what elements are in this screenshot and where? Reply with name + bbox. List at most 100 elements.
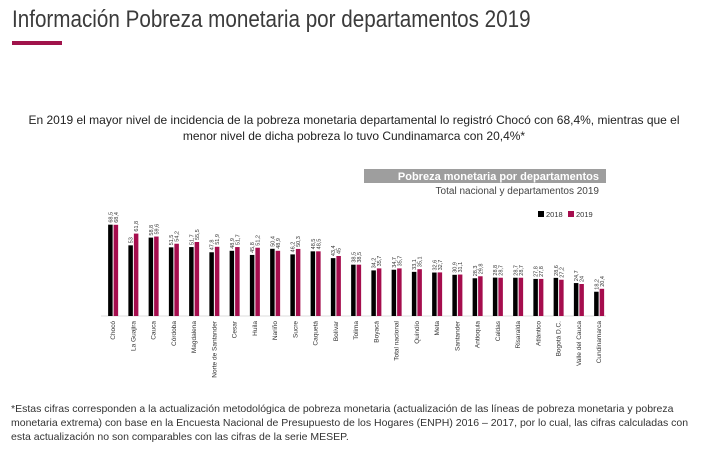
bar-2019 bbox=[235, 247, 240, 316]
bar-2018 bbox=[492, 277, 498, 316]
bar-2019 bbox=[478, 276, 483, 316]
data-label-2019: 24 bbox=[580, 276, 586, 282]
page-title: Información Pobreza monetaria por depart… bbox=[12, 6, 531, 33]
data-label-2018: 30,9 bbox=[453, 262, 459, 273]
category-label: Magdalena bbox=[191, 321, 198, 354]
category-label: Cauca bbox=[151, 321, 158, 340]
bar-2018 bbox=[209, 252, 214, 316]
data-label-2018: 33,1 bbox=[412, 259, 418, 270]
legend-label-2019: 2019 bbox=[576, 210, 593, 219]
data-label-2019: 27,2 bbox=[559, 267, 565, 278]
category-label: Chocó bbox=[110, 321, 117, 340]
bar-2019 bbox=[356, 264, 362, 316]
bar-2019 bbox=[417, 269, 422, 316]
category-label: Risaralda bbox=[515, 321, 522, 349]
legend-swatch-2019 bbox=[568, 211, 574, 217]
data-label-2018: 34,2 bbox=[372, 258, 378, 269]
data-label-2019: 54,2 bbox=[175, 231, 181, 242]
data-label-2019: 68,4 bbox=[114, 212, 120, 223]
category-label: Valle del Cauca bbox=[576, 321, 583, 366]
bar-2018 bbox=[351, 264, 356, 316]
bar-2018 bbox=[553, 277, 559, 316]
data-label-2019: 28,7 bbox=[519, 265, 525, 276]
bar-2019 bbox=[579, 284, 584, 316]
bar-2019 bbox=[336, 256, 341, 316]
data-label-2019: 55,5 bbox=[195, 229, 201, 240]
data-label-2019: 35,7 bbox=[377, 256, 383, 267]
bar-2019 bbox=[316, 251, 321, 316]
bar-2019 bbox=[498, 277, 503, 316]
data-label-2018: 28,7 bbox=[513, 265, 519, 276]
data-label-2019: 29,8 bbox=[478, 264, 484, 275]
bar-2019 bbox=[397, 268, 402, 316]
bar-2018 bbox=[371, 270, 376, 316]
data-label-2019: 35,1 bbox=[418, 256, 424, 267]
data-label-2019: 48,5 bbox=[316, 239, 322, 250]
data-label-2018: 43,4 bbox=[331, 245, 337, 256]
data-label-2019: 31,1 bbox=[458, 262, 464, 273]
category-label: Cundinamarca bbox=[596, 321, 603, 364]
category-label: Tolima bbox=[353, 321, 360, 340]
bar-2019 bbox=[113, 224, 119, 316]
bar-2018 bbox=[229, 250, 235, 316]
data-label-2019: 45 bbox=[337, 248, 343, 254]
bar-2018 bbox=[594, 291, 599, 316]
bar-2018 bbox=[108, 224, 113, 316]
category-label: Quindío bbox=[414, 321, 421, 344]
data-label-2018: 34,7 bbox=[392, 257, 398, 268]
data-label-2019: 38,5 bbox=[357, 252, 363, 263]
legend-label-2018: 2018 bbox=[546, 210, 563, 219]
bar-2018 bbox=[452, 274, 457, 316]
data-label-2019: 51,7 bbox=[235, 234, 241, 245]
data-label-2018: 28,3 bbox=[473, 266, 479, 277]
category-label: La Guajira bbox=[130, 321, 137, 351]
data-label-2019: 50,3 bbox=[296, 236, 302, 247]
data-label-2018: 58,8 bbox=[149, 225, 155, 236]
bar-2019 bbox=[174, 243, 179, 316]
category-label: Nariño bbox=[272, 321, 279, 341]
category-label: Sucre bbox=[292, 321, 299, 338]
data-label-2018: 51,7 bbox=[189, 234, 195, 245]
category-label: Caldas bbox=[495, 320, 502, 341]
chart-title: Pobreza monetaria por departamentos bbox=[398, 171, 599, 183]
category-label: Antioquia bbox=[475, 321, 482, 348]
category-label: Córdoba bbox=[171, 321, 178, 346]
bar-2019 bbox=[376, 268, 382, 316]
bar-2018 bbox=[472, 278, 478, 316]
bar-2018 bbox=[128, 245, 133, 316]
bar-2018 bbox=[330, 258, 336, 316]
footnote: *Estas cifras corresponden a la actualiz… bbox=[11, 403, 689, 443]
bar-2018 bbox=[290, 254, 295, 316]
chart-title-banner bbox=[364, 169, 606, 183]
data-label-2018: 50,4 bbox=[270, 236, 276, 247]
bar-2019 bbox=[194, 242, 200, 316]
data-label-2019: 20,4 bbox=[600, 276, 606, 287]
title-underline bbox=[12, 41, 62, 45]
category-label: Caquetá bbox=[313, 321, 320, 346]
bar-2018 bbox=[270, 248, 275, 316]
bar-2019 bbox=[154, 236, 159, 316]
category-label: Meta bbox=[434, 321, 441, 336]
category-label: Huila bbox=[252, 321, 259, 336]
chart-subtitle: Total nacional y departamentos 2019 bbox=[436, 186, 600, 197]
data-label-2019: 61,8 bbox=[134, 221, 140, 232]
data-label-2018: 32,6 bbox=[432, 260, 438, 271]
data-label-2018: 48,9 bbox=[230, 238, 236, 249]
data-label-2018: 18,2 bbox=[594, 279, 600, 290]
bar-2018 bbox=[513, 277, 518, 316]
bar-chart: Pobreza monetaria por departamentos Total… bbox=[101, 169, 610, 378]
bar-2019 bbox=[255, 247, 260, 316]
bar-2018 bbox=[391, 269, 397, 316]
legend-swatch-2018 bbox=[538, 211, 544, 217]
data-label-2019: 28,7 bbox=[499, 265, 505, 276]
bar-2018 bbox=[148, 237, 154, 316]
bar-2018 bbox=[189, 247, 194, 316]
data-label-2018: 68,5 bbox=[108, 212, 114, 223]
chart-container: Pobreza monetaria por departamentos Total… bbox=[96, 166, 610, 396]
bar-2019 bbox=[559, 279, 564, 316]
category-label: Bolívar bbox=[333, 320, 340, 341]
bar-2018 bbox=[432, 272, 437, 316]
bar-2018 bbox=[249, 254, 255, 316]
category-label: Total nacional bbox=[394, 320, 401, 360]
data-label-2019: 59,6 bbox=[154, 224, 160, 235]
